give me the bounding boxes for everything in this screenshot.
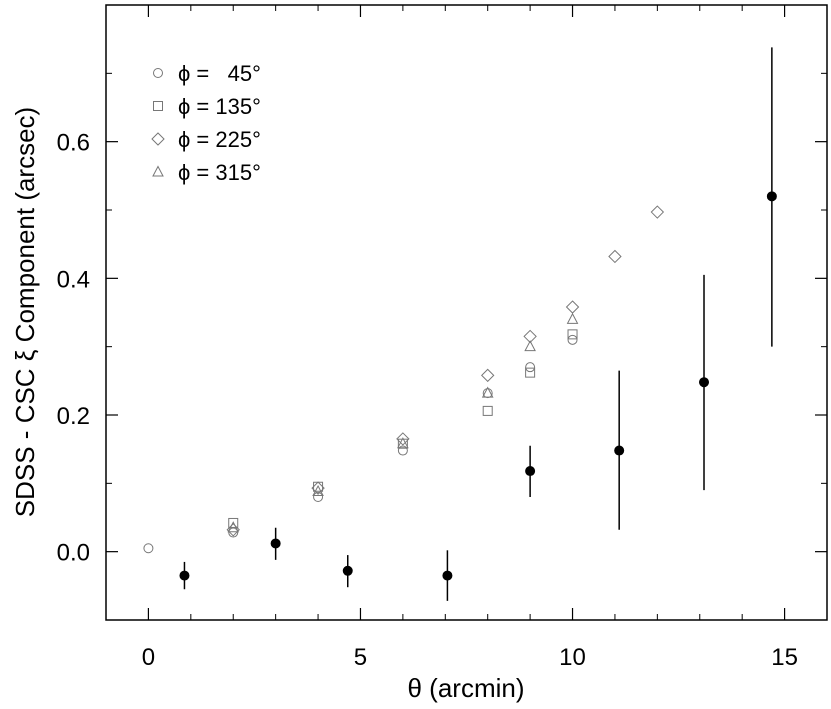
- series-4: [179, 47, 777, 601]
- data-point: [481, 386, 494, 398]
- legend-marker: [153, 101, 163, 111]
- legend: ϕ = 45° ϕ = 135° ϕ = 225° ϕ = 315°: [151, 61, 261, 185]
- data-point: [567, 334, 578, 345]
- data-point: [699, 377, 710, 388]
- y-tick-label: 0.0: [57, 540, 90, 567]
- data-point: [270, 538, 281, 549]
- data-point: [614, 445, 625, 456]
- data-series: [143, 47, 777, 601]
- legend-label: ϕ = 135°: [178, 94, 261, 119]
- series-1: [228, 329, 578, 528]
- data-point: [525, 362, 536, 373]
- data-point: [524, 340, 536, 352]
- data-point: [396, 432, 410, 446]
- y-tick-label: 0.4: [57, 266, 90, 293]
- data-point: [567, 329, 578, 340]
- data-point: [227, 521, 240, 533]
- legend-marker: [153, 68, 163, 78]
- data-point: [397, 445, 408, 456]
- axis-ticks: [106, 5, 827, 621]
- data-point: [397, 437, 409, 449]
- data-point: [313, 492, 324, 502]
- data-point: [482, 405, 493, 416]
- y-tick-label: 0.6: [57, 130, 90, 157]
- data-point: [525, 367, 536, 378]
- x-tick-label: 10: [559, 644, 586, 671]
- y-tick-label: 0.2: [57, 403, 90, 430]
- legend-marker: [151, 132, 165, 146]
- legend-marker: [152, 165, 164, 177]
- plot-frame: [105, 4, 828, 621]
- x-tick-label: 15: [771, 644, 798, 671]
- legend-label: ϕ = 315°: [178, 160, 261, 185]
- data-point: [311, 481, 325, 495]
- data-point: [143, 543, 154, 554]
- data-point: [442, 570, 453, 581]
- data-point: [565, 300, 580, 314]
- data-point: [525, 466, 536, 477]
- data-point: [312, 484, 324, 497]
- x-tick-label: 0: [142, 644, 155, 671]
- legend-label: ϕ = 225°: [178, 127, 261, 152]
- x-tick-label: 5: [354, 644, 367, 671]
- data-point: [228, 517, 239, 528]
- data-point: [608, 249, 622, 264]
- data-point: [650, 205, 665, 219]
- data-point: [226, 523, 240, 537]
- legend-label: ϕ = 45°: [178, 61, 261, 86]
- data-point: [228, 527, 239, 538]
- x-axis-label: θ (arcmin): [407, 673, 524, 703]
- series-3: [227, 312, 579, 533]
- data-point: [566, 312, 579, 324]
- tick-labels: 0 5 10 15 0.0 0.2 0.4 0.6: [57, 130, 798, 671]
- data-point: [766, 191, 777, 202]
- data-point: [523, 329, 537, 344]
- series-0: [143, 334, 578, 554]
- data-point: [480, 368, 495, 383]
- data-point: [342, 565, 353, 576]
- data-point: [179, 570, 190, 581]
- y-axis-label: SDSS - CSC ξ Component (arcsec): [10, 107, 40, 517]
- series-2: [226, 205, 665, 537]
